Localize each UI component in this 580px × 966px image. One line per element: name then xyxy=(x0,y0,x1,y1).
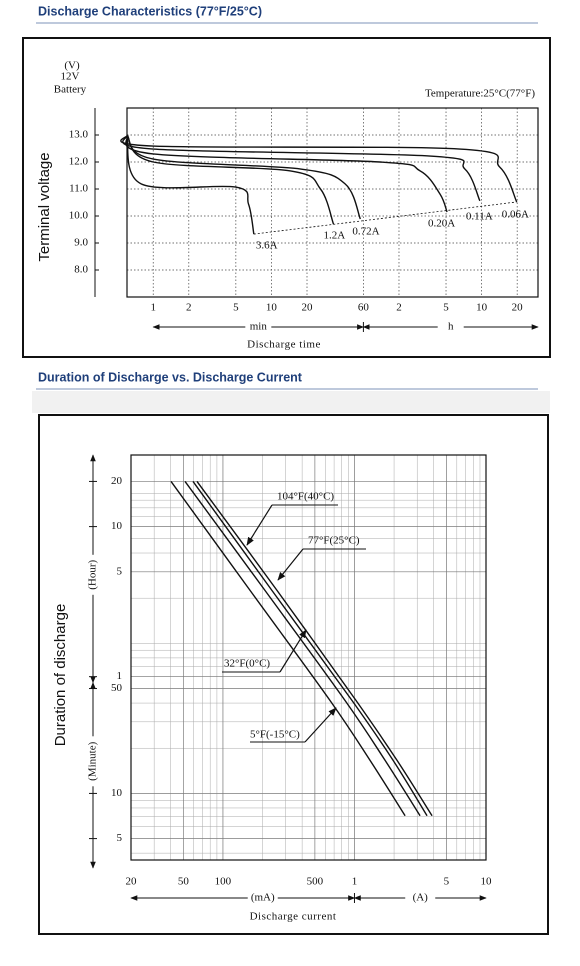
curve-label: 0.06A xyxy=(502,208,529,220)
curve-label: 0.20A xyxy=(428,217,455,229)
curve-label: 104°F(40°C) xyxy=(277,491,334,503)
unit-label: 12V xyxy=(61,71,80,83)
series-line xyxy=(122,134,481,202)
plot-frame xyxy=(130,454,487,861)
y-axis-title: Terminal voltage xyxy=(36,152,53,261)
y-tick-label: 20 xyxy=(111,475,123,487)
range-label: (Minute) xyxy=(87,741,99,780)
label-leader xyxy=(277,548,304,581)
x-tick-label: 20 xyxy=(512,302,524,314)
x-tick-label: 5 xyxy=(233,302,239,314)
unit-label: Battery xyxy=(54,84,87,96)
x-tick-label: 10 xyxy=(266,302,278,314)
annotation: Temperature:25°C(77°F) xyxy=(425,88,535,100)
range-label: h xyxy=(448,321,454,333)
cutoff-line xyxy=(253,201,517,235)
y-axis-title: Duration of discharge xyxy=(52,604,69,747)
section-title: Duration of Discharge vs. Discharge Curr… xyxy=(38,370,303,384)
x-tick-label: 10 xyxy=(481,876,493,888)
label-bg xyxy=(245,321,272,333)
y-tick-label: 10 xyxy=(111,787,123,799)
range-label: (A) xyxy=(413,892,429,904)
curve-label: 77°F(25°C) xyxy=(308,535,360,547)
label-bg xyxy=(405,892,436,904)
unit-label: (V) xyxy=(64,60,80,72)
y-tick-label: 8.0 xyxy=(74,264,88,276)
x-tick-label: 20 xyxy=(126,876,138,888)
x-tick-label: 5 xyxy=(443,302,449,314)
series-line xyxy=(192,481,428,817)
series-line xyxy=(170,481,406,817)
y-tick-label: 5 xyxy=(117,565,123,577)
y-tick-label: 1 xyxy=(117,670,123,682)
x-tick-label: 1 xyxy=(352,876,358,888)
label-bg xyxy=(437,321,464,333)
x-tick-label: 100 xyxy=(215,876,232,888)
x-tick-label: 5 xyxy=(444,876,450,888)
curve-label: 3.6A xyxy=(256,240,278,252)
x-tick-label: 60 xyxy=(358,302,370,314)
x-tick-label: 2 xyxy=(186,302,192,314)
y-tick-label: 5 xyxy=(117,832,123,844)
chart-box xyxy=(38,414,549,935)
curve-label: 0.11A xyxy=(466,210,493,222)
section-title: Discharge Characteristics (77°F/25°C) xyxy=(38,4,262,18)
y-tick-label: 11.0 xyxy=(69,183,88,195)
curve-label: 5°F(-15°C) xyxy=(250,729,300,741)
curve-label: 32°F(0°C) xyxy=(224,658,270,670)
x-tick-label: 20 xyxy=(302,302,314,314)
band xyxy=(32,391,550,413)
x-tick-label: 10 xyxy=(476,302,488,314)
range-label: min xyxy=(250,321,268,333)
label-bg xyxy=(87,554,99,595)
x-tick-label: 50 xyxy=(178,876,190,888)
curve-label: 1.2A xyxy=(323,230,345,242)
chart-box xyxy=(22,37,551,358)
series-line xyxy=(126,134,361,220)
series-line xyxy=(184,481,421,817)
label-leader xyxy=(304,707,337,743)
series-line xyxy=(125,134,448,213)
series-line xyxy=(126,134,255,235)
series-line xyxy=(196,481,433,817)
series-line xyxy=(120,134,518,203)
range-label: (Hour) xyxy=(87,559,99,589)
y-tick-label: 13.0 xyxy=(69,129,89,141)
x-tick-label: 500 xyxy=(307,876,324,888)
curve-label: 0.72A xyxy=(352,226,379,238)
y-tick-label: 50 xyxy=(111,682,123,694)
x-axis-title: Discharge time xyxy=(247,339,321,351)
y-tick-label: 10 xyxy=(111,520,123,532)
range-label: (mA) xyxy=(251,892,275,904)
label-leader xyxy=(279,629,307,673)
label-bg xyxy=(247,892,278,904)
x-tick-label: 2 xyxy=(396,302,402,314)
label-leader xyxy=(246,504,273,546)
x-tick-label: 1 xyxy=(150,302,156,314)
y-tick-label: 10.0 xyxy=(69,210,89,222)
series-line xyxy=(126,134,335,225)
x-axis-title: Discharge current xyxy=(250,911,337,923)
label-bg xyxy=(87,736,99,787)
plot-frame xyxy=(126,107,539,298)
y-tick-label: 9.0 xyxy=(74,237,88,249)
y-tick-label: 12.0 xyxy=(69,156,89,168)
